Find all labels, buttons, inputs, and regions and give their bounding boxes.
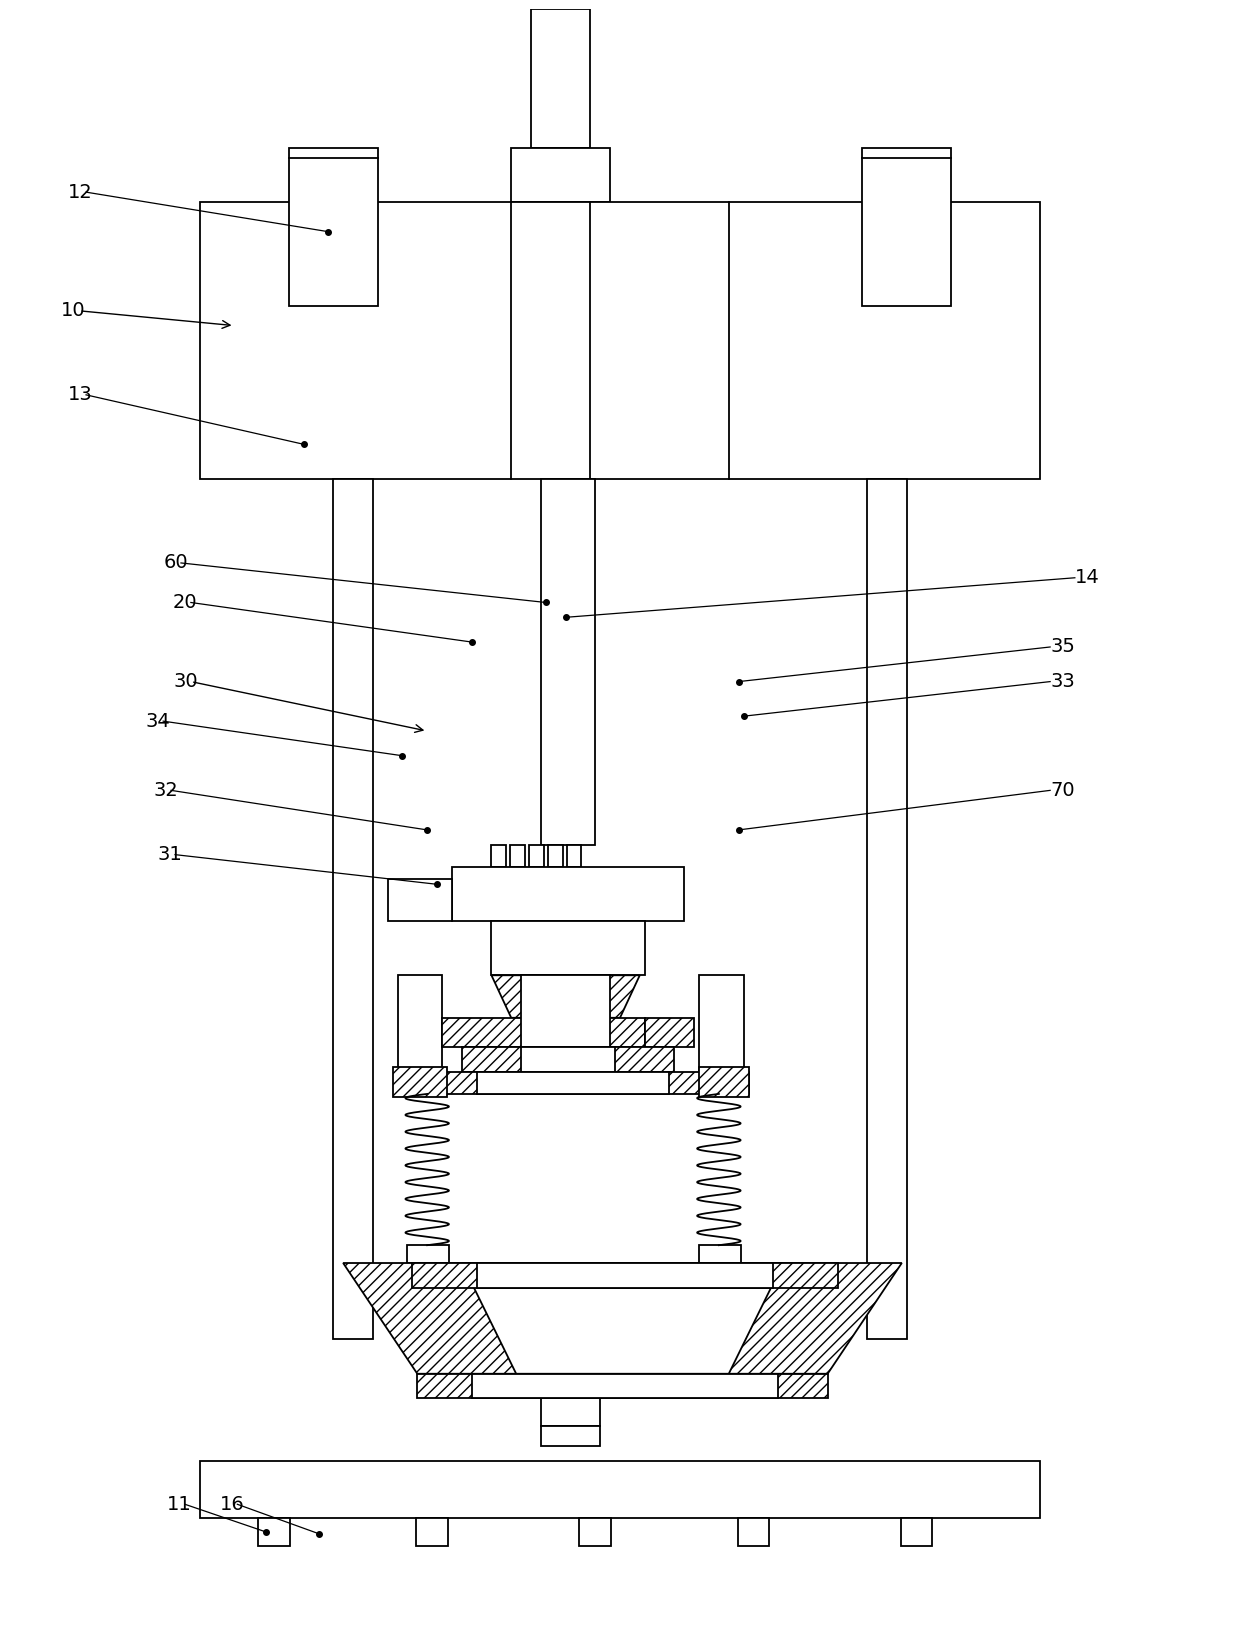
Bar — [398, 975, 441, 1073]
Bar — [521, 1048, 615, 1073]
Bar — [258, 1518, 290, 1546]
Bar — [699, 1068, 749, 1097]
Text: 33: 33 — [1050, 673, 1075, 691]
Bar — [441, 1018, 645, 1048]
Polygon shape — [461, 1263, 784, 1374]
Text: 31: 31 — [157, 846, 182, 864]
Bar — [491, 921, 645, 975]
Bar — [476, 1073, 670, 1094]
Bar — [862, 148, 951, 306]
Bar — [867, 479, 906, 1339]
Text: 14: 14 — [1075, 568, 1100, 587]
Polygon shape — [343, 1263, 901, 1374]
Bar — [417, 1518, 448, 1546]
Bar — [461, 1048, 675, 1073]
Text: 10: 10 — [61, 301, 86, 321]
Text: 16: 16 — [219, 1495, 244, 1513]
Bar — [548, 846, 563, 867]
Bar — [418, 1374, 827, 1398]
Bar — [398, 1073, 749, 1094]
Bar — [334, 479, 373, 1339]
Polygon shape — [491, 975, 640, 1018]
Bar — [511, 148, 610, 202]
Bar — [476, 1263, 774, 1288]
Text: 70: 70 — [1050, 781, 1075, 799]
Bar — [200, 1461, 1040, 1518]
Text: 32: 32 — [154, 781, 179, 799]
Bar — [491, 846, 506, 867]
Bar — [200, 202, 1040, 479]
Text: 13: 13 — [68, 385, 93, 405]
Bar — [541, 479, 595, 846]
Bar — [645, 1018, 694, 1048]
Text: 12: 12 — [68, 183, 93, 202]
Bar — [510, 846, 525, 867]
Text: 11: 11 — [167, 1495, 192, 1513]
Text: 30: 30 — [174, 673, 197, 691]
Bar — [393, 1068, 446, 1097]
Text: 34: 34 — [145, 712, 170, 730]
Bar — [471, 1374, 779, 1398]
Bar — [413, 1263, 837, 1288]
Bar — [738, 1518, 769, 1546]
Bar — [289, 148, 378, 306]
Bar — [529, 846, 544, 867]
Text: 35: 35 — [1050, 638, 1075, 656]
Bar — [541, 1398, 600, 1426]
Text: 60: 60 — [164, 553, 187, 572]
Bar — [541, 1426, 600, 1446]
Text: 20: 20 — [174, 592, 197, 612]
Bar — [408, 1245, 449, 1263]
Bar — [388, 880, 451, 921]
Bar — [567, 846, 582, 867]
Bar — [521, 975, 610, 1048]
Bar — [451, 867, 684, 921]
Bar — [900, 1518, 932, 1546]
Bar — [531, 10, 590, 148]
Bar — [699, 1245, 740, 1263]
Bar — [699, 975, 744, 1073]
Bar — [579, 1518, 611, 1546]
